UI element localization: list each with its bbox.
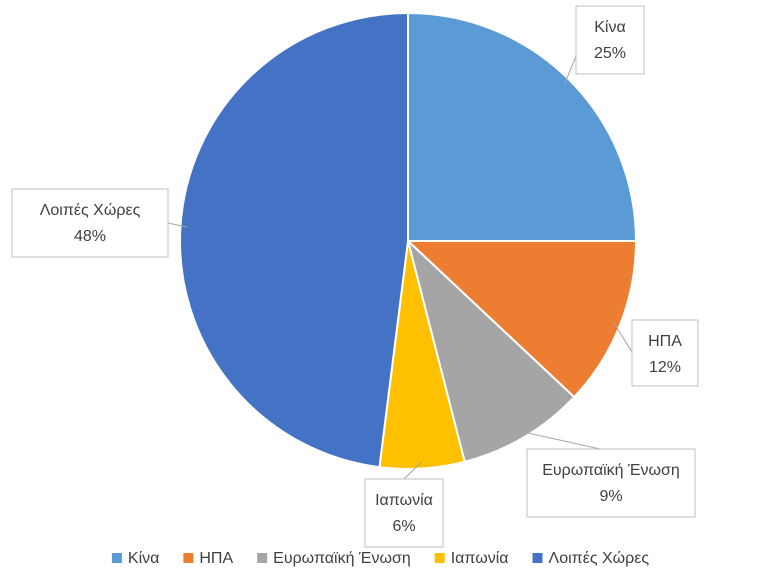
leader-line [403, 461, 423, 480]
pie-slice [407, 11, 638, 242]
data-label-name: Κίνα [594, 19, 625, 36]
data-label-name: Λοιπές Χώρες [40, 202, 141, 219]
pie-slice [179, 11, 409, 469]
pie-slice [405, 240, 638, 399]
leader-line [613, 322, 633, 353]
legend-label: Ιαπωνία [451, 550, 509, 567]
leader-line [520, 430, 601, 450]
pie-slice [406, 237, 576, 464]
data-label-name: ΗΠΑ [648, 333, 682, 350]
legend-label: Ευρωπαϊκή Ένωση [273, 550, 411, 567]
legend-swatch [434, 553, 445, 563]
data-label-value: 48% [74, 228, 106, 245]
data-label-value: 12% [649, 359, 681, 376]
leader-line [167, 222, 188, 228]
legend-swatch [257, 553, 268, 563]
legend-swatch [111, 553, 122, 563]
data-label-value: 25% [594, 45, 626, 62]
label-box [526, 448, 696, 518]
data-label-value: 9% [599, 488, 622, 505]
legend-label: Κίνα [128, 550, 159, 567]
label-box [631, 319, 699, 387]
label-box [11, 188, 169, 258]
data-label-name: Ιαπωνία [375, 492, 433, 509]
data-label-value: 6% [392, 518, 415, 535]
legend-label: ΗΠΑ [199, 550, 233, 567]
leader-line [563, 55, 577, 85]
legend-label: Λοιπές Χώρες [549, 550, 650, 567]
data-label-name: Ευρωπαϊκή Ένωση [542, 462, 680, 479]
label-box [575, 5, 645, 75]
legend-swatch [183, 553, 194, 563]
label-box [364, 478, 444, 548]
legend-swatch [532, 553, 543, 563]
